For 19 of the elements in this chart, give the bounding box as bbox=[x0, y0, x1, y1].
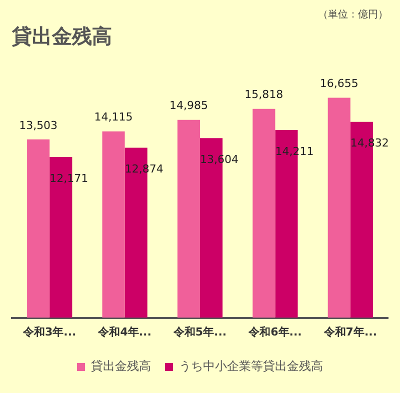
x-tick-label: 令和5年... bbox=[172, 325, 227, 338]
data-label: 13,503 bbox=[19, 118, 58, 132]
data-label: 16,655 bbox=[320, 77, 358, 90]
chart-title: 貸出金残高 bbox=[11, 24, 112, 48]
x-tick-label: 令和4年... bbox=[97, 325, 152, 338]
x-tick-label: 令和3年... bbox=[22, 325, 76, 338]
legend-label: 貸出金残高 bbox=[91, 359, 151, 374]
data-label: 14,985 bbox=[169, 99, 208, 112]
bar bbox=[177, 120, 200, 318]
bar bbox=[328, 98, 350, 318]
bar bbox=[27, 139, 50, 318]
x-tick-label: 令和7年... bbox=[322, 325, 377, 338]
text: （単位：億円） bbox=[318, 8, 388, 21]
data-label: 15,818 bbox=[244, 88, 284, 102]
bar bbox=[102, 131, 125, 318]
bar bbox=[252, 108, 276, 318]
legend-label: うち中小企業等貸出金残高 bbox=[179, 359, 323, 374]
data-label: 14,115 bbox=[94, 110, 133, 124]
x-tick-label: 令和6年... bbox=[248, 325, 302, 338]
